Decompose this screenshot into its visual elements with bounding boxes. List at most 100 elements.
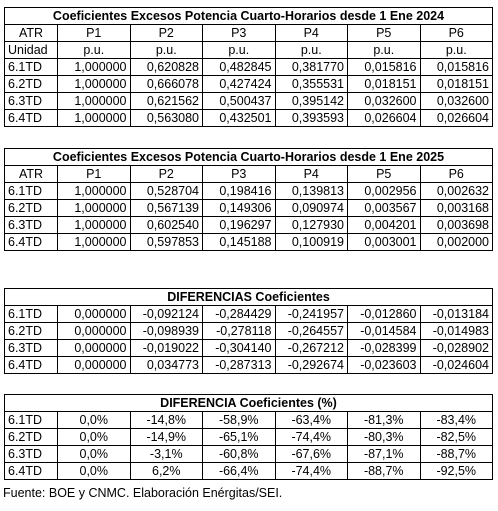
- row-label: 6.3TD: [4, 92, 58, 110]
- unit-cell: p.u.: [202, 41, 276, 59]
- value-cell: -14,9%: [129, 428, 203, 446]
- row-label: 6.3TD: [4, 339, 58, 357]
- table-row: 6.3TD 0,000000 -0,019022 -0,304140 -0,267212…: [4, 339, 493, 357]
- table-row: 6.2TD 1,000000 0,666078 0,427424 0,355531 0,0…: [4, 75, 493, 93]
- value-cell: 0,003698: [419, 216, 493, 234]
- value-cell: 0,032600: [347, 92, 421, 110]
- unit-cell: p.u.: [419, 41, 493, 59]
- value-cell: -87,1%: [347, 445, 421, 463]
- table-row: 6.1TD 0,0% -14,8% -58,9% -63,4% -81,3% -83,4%: [4, 411, 493, 429]
- value-cell: 0,000000: [57, 305, 131, 323]
- value-cell: 0,0%: [57, 445, 131, 463]
- column-header: P2: [129, 165, 203, 183]
- value-cell: -0,028902: [419, 339, 493, 357]
- value-cell: 0,100919: [274, 233, 348, 251]
- value-cell: 1,000000: [57, 182, 131, 200]
- value-cell: 0,432501: [202, 109, 276, 127]
- value-cell: 0,198416: [202, 182, 276, 200]
- value-cell: -65,1%: [202, 428, 276, 446]
- value-cell: -0,304140: [202, 339, 276, 357]
- value-cell: 0,196297: [202, 216, 276, 234]
- value-cell: 1,000000: [57, 199, 131, 217]
- value-cell: 0,015816: [419, 58, 493, 76]
- column-header: ATR: [4, 165, 58, 183]
- value-cell: 0,003567: [347, 199, 421, 217]
- value-cell: -63,4%: [274, 411, 348, 429]
- row-label: 6.2TD: [4, 199, 58, 217]
- value-cell: 0,003001: [347, 233, 421, 251]
- coeficientes-2025-table: Coeficientes Excesos Potencia Cuarto-Hor…: [4, 148, 493, 251]
- row-label: 6.1TD: [4, 305, 58, 323]
- value-cell: 0,621562: [129, 92, 203, 110]
- value-cell: 0,090974: [274, 199, 348, 217]
- value-cell: -0,278118: [202, 322, 276, 340]
- row-label: 6.4TD: [4, 109, 58, 127]
- value-cell: -74,4%: [274, 462, 348, 480]
- value-cell: 0,015816: [347, 58, 421, 76]
- value-cell: 1,000000: [57, 58, 131, 76]
- value-cell: 1,000000: [57, 75, 131, 93]
- column-header: P6: [419, 165, 493, 183]
- value-cell: -60,8%: [202, 445, 276, 463]
- value-cell: 0,002632: [419, 182, 493, 200]
- value-cell: 0,000000: [57, 339, 131, 357]
- value-cell: -3,1%: [129, 445, 203, 463]
- value-cell: -0,019022: [129, 339, 203, 357]
- value-cell: 0,034773: [129, 356, 203, 374]
- table-row: 6.2TD 1,000000 0,567139 0,149306 0,090974 0,0…: [4, 199, 493, 217]
- table-units-row: Unidad p.u. p.u. p.u. p.u. p.u. p.u.: [4, 41, 493, 59]
- value-cell: 6,2%: [129, 462, 203, 480]
- unit-cell: p.u.: [57, 41, 131, 59]
- value-cell: 0,500437: [202, 92, 276, 110]
- value-cell: -80,3%: [347, 428, 421, 446]
- value-cell: -0,013184: [419, 305, 493, 323]
- value-cell: 0,026604: [419, 109, 493, 127]
- value-cell: 0,000000: [57, 356, 131, 374]
- value-cell: -0,014584: [347, 322, 421, 340]
- value-cell: -0,284429: [202, 305, 276, 323]
- row-label: 6.4TD: [4, 233, 58, 251]
- value-cell: -0,023603: [347, 356, 421, 374]
- table-header-row: ATR P1 P2 P3 P4 P5 P6: [4, 24, 493, 42]
- value-cell: -92,5%: [419, 462, 493, 480]
- coeficientes-2024-table: Coeficientes Excesos Potencia Cuarto-Hor…: [4, 7, 493, 127]
- value-cell: -0,287313: [202, 356, 276, 374]
- value-cell: 0,0%: [57, 411, 131, 429]
- row-label: 6.2TD: [4, 322, 58, 340]
- table-title: DIFERENCIA Coeficientes (%): [4, 394, 493, 412]
- column-header: P1: [57, 24, 131, 42]
- table-row: 6.2TD 0,000000 -0,098939 -0,278118 -0,264557…: [4, 322, 493, 340]
- value-cell: 0,381770: [274, 58, 348, 76]
- value-cell: -0,098939: [129, 322, 203, 340]
- value-cell: 0,620828: [129, 58, 203, 76]
- row-label: 6.1TD: [4, 411, 58, 429]
- unit-cell: p.u.: [129, 41, 203, 59]
- value-cell: 0,002956: [347, 182, 421, 200]
- value-cell: 1,000000: [57, 109, 131, 127]
- value-cell: 0,482845: [202, 58, 276, 76]
- value-cell: 0,567139: [129, 199, 203, 217]
- value-cell: 0,0%: [57, 428, 131, 446]
- value-cell: 0,026604: [347, 109, 421, 127]
- units-label: Unidad: [4, 41, 58, 59]
- table-row: 6.4TD 0,000000 0,034773 -0,287313 -0,292674-…: [4, 356, 493, 374]
- row-label: 6.3TD: [4, 216, 58, 234]
- value-cell: -0,092124: [129, 305, 203, 323]
- table-row: 6.3TD 1,000000 0,602540 0,196297 0,127930 0,0…: [4, 216, 493, 234]
- value-cell: 0,563080: [129, 109, 203, 127]
- diferencias-table: DIFERENCIAS Coeficientes 6.1TD 0,000000 -0…: [4, 288, 493, 374]
- table-row: 6.4TD 1,000000 0,563080 0,432501 0,393593 0,0…: [4, 109, 493, 127]
- value-cell: -88,7%: [419, 445, 493, 463]
- value-cell: 0,002000: [419, 233, 493, 251]
- column-header: P5: [347, 165, 421, 183]
- column-header: ATR: [4, 24, 58, 42]
- table-row: 6.2TD 0,0% -14,9% -65,1% -74,4% -80,3% -82,5%: [4, 428, 493, 446]
- table-row: 6.3TD 1,000000 0,621562 0,500437 0,395142 0,0…: [4, 92, 493, 110]
- value-cell: 0,032600: [419, 92, 493, 110]
- table-row: 6.1TD 1,000000 0,620828 0,482845 0,381770 0,0…: [4, 58, 493, 76]
- value-cell: 0,018151: [419, 75, 493, 93]
- value-cell: -14,8%: [129, 411, 203, 429]
- column-header: P4: [274, 24, 348, 42]
- value-cell: -0,028399: [347, 339, 421, 357]
- value-cell: 0,395142: [274, 92, 348, 110]
